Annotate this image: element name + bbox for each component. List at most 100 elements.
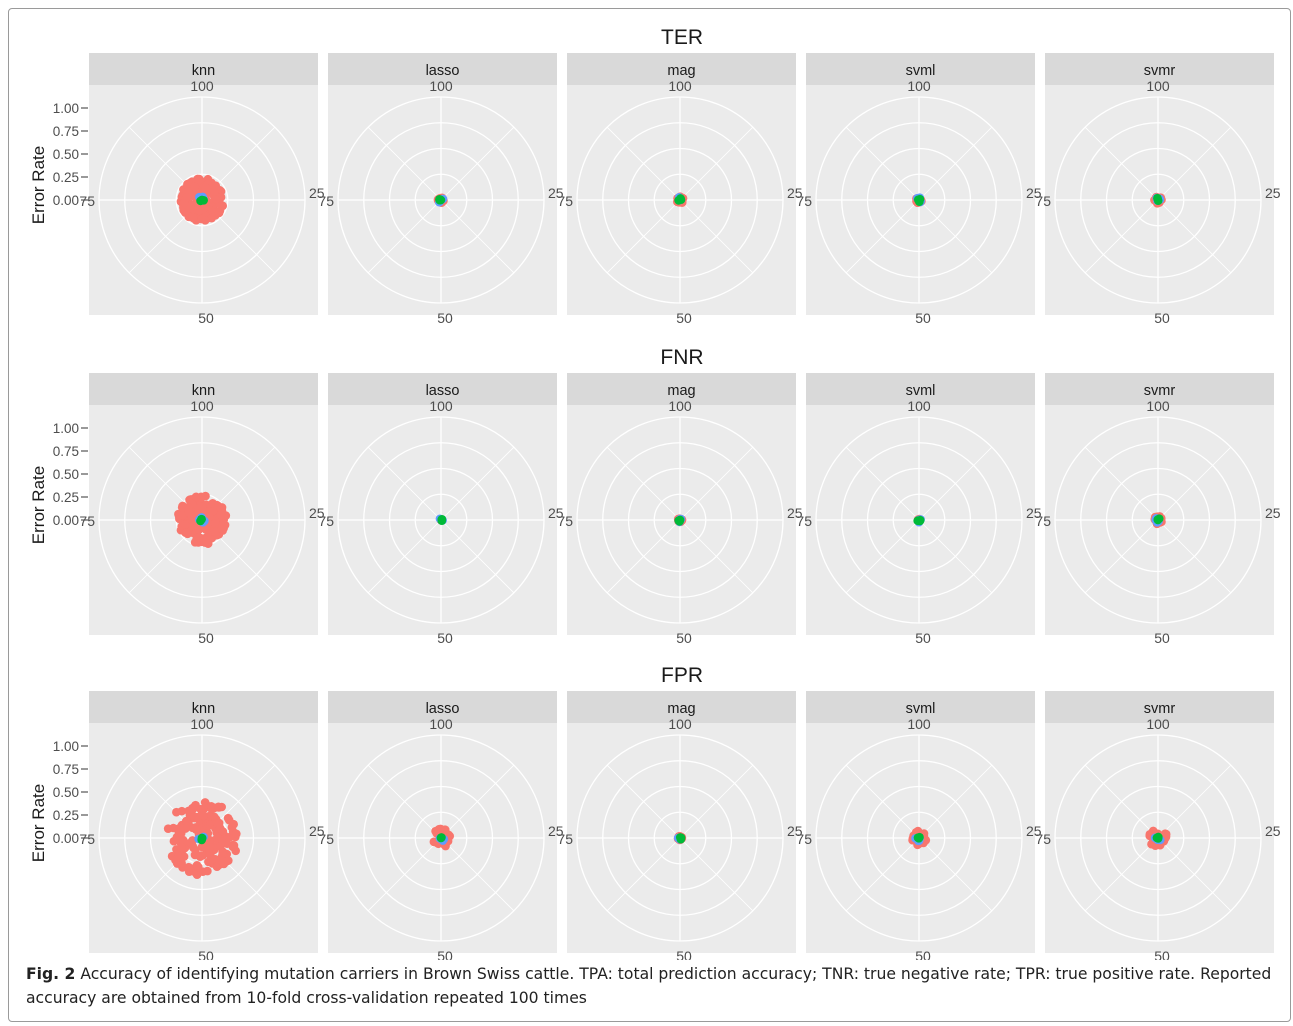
data-point-green [915, 515, 925, 525]
angle-label-left: 75 [796, 193, 812, 209]
polar-grid-spoke [606, 126, 681, 201]
data-point-red [216, 510, 226, 520]
angle-label-left: 75 [796, 513, 812, 529]
polar-grid-spoke [845, 446, 920, 521]
angle-label-bottom: 50 [676, 310, 692, 326]
polar-grid-spoke [1084, 764, 1159, 839]
polar-grid-spoke [679, 199, 754, 274]
data-point-red [188, 213, 198, 223]
polar-grid-spoke [1157, 837, 1232, 912]
data-point-red [182, 527, 191, 537]
polar-grid-spoke [679, 126, 754, 201]
data-point-red [214, 802, 223, 812]
angle-label-bottom: 50 [915, 310, 931, 326]
data-point-red [184, 508, 194, 517]
angle-label-top: 100 [668, 398, 692, 414]
facet-label: mag [667, 701, 695, 717]
facet-strip [806, 691, 1035, 723]
polar-grid-spoke [1157, 446, 1232, 521]
angle-label-bottom: 50 [198, 630, 214, 646]
facet-label: svmr [1144, 701, 1176, 717]
polar-grid-spoke [440, 199, 515, 274]
data-point-red [209, 187, 219, 197]
angle-label-right: 25 [787, 823, 803, 839]
data-point-red [203, 866, 212, 876]
y-tick-label: 0.00 [53, 513, 79, 528]
data-point-red [191, 825, 201, 834]
data-point-red [228, 842, 238, 852]
angle-label-bottom: 50 [437, 310, 453, 326]
facet-label: lasso [426, 383, 460, 399]
facet-strip [806, 53, 1035, 85]
angle-label-right: 25 [787, 505, 803, 521]
data-point-red [224, 856, 233, 865]
y-tick-label: 0.25 [53, 808, 79, 823]
data-point-red [188, 803, 197, 813]
y-axis-label: Error Rate [29, 466, 48, 544]
data-point-red [1148, 826, 1158, 836]
angle-label-top: 100 [668, 78, 692, 94]
facet-label: svmr [1144, 383, 1176, 399]
data-point-red [205, 842, 215, 852]
facet-label: svml [906, 701, 936, 717]
data-point-red [199, 811, 208, 821]
polar-grid-spoke [1157, 764, 1232, 839]
polar-grid-spoke [367, 837, 442, 912]
angle-label-top: 100 [190, 398, 214, 414]
facet-label: knn [192, 63, 215, 79]
facet-strip [806, 373, 1035, 405]
angle-label-left: 75 [318, 831, 334, 847]
angle-label-right: 25 [309, 505, 325, 521]
data-point-red [192, 861, 202, 870]
angle-label-left: 75 [1035, 513, 1051, 529]
data-point-red [211, 527, 220, 537]
y-tick-label: 0.75 [53, 762, 79, 777]
data-point-green [1153, 834, 1163, 843]
angle-label-top: 100 [907, 78, 931, 94]
polar-grid-spoke [367, 446, 442, 521]
data-point-red [211, 195, 221, 204]
angle-label-top: 100 [907, 716, 931, 732]
data-point-red [185, 203, 194, 213]
angle-label-right: 25 [309, 185, 325, 201]
polar-grid-spoke [440, 126, 515, 201]
polar-grid-spoke [918, 126, 993, 201]
data-point-green [435, 195, 444, 204]
facet-strip [328, 53, 557, 85]
polar-grid-spoke [367, 199, 442, 274]
data-point-red [206, 801, 216, 811]
data-point-green [437, 833, 446, 842]
data-point-red [169, 823, 178, 833]
y-tick-label: 0.75 [53, 124, 79, 139]
facet-label: svml [906, 63, 936, 79]
angle-label-bottom: 50 [1154, 948, 1170, 960]
polar-grid-spoke [440, 837, 515, 912]
angle-label-left: 75 [796, 831, 812, 847]
facet-strip [328, 373, 557, 405]
facet-label: knn [192, 383, 215, 399]
angle-label-right: 25 [1265, 185, 1281, 201]
data-point-red [190, 182, 199, 192]
data-point-red [217, 524, 227, 534]
polar-grid-spoke [918, 446, 993, 521]
polar-grid-spoke [845, 126, 920, 201]
data-point-red [177, 842, 186, 852]
facet-label: lasso [426, 63, 460, 79]
data-point-red [203, 539, 213, 548]
polar-grid-spoke [918, 764, 993, 839]
polar-grid-spoke [440, 519, 515, 594]
data-point-red [195, 533, 204, 542]
facet-strip [1045, 373, 1274, 405]
facet-strip [567, 691, 796, 723]
facet-strip [567, 53, 796, 85]
data-point-red [436, 824, 445, 834]
polar-grid-spoke [367, 519, 442, 594]
polar-grid-spoke [606, 837, 681, 912]
data-point-red [181, 816, 191, 826]
polar-grid-spoke [606, 446, 681, 521]
angle-label-bottom: 50 [676, 948, 692, 960]
data-point-green [1153, 515, 1163, 524]
data-point-red [223, 813, 233, 823]
caption-text: Accuracy of identifying mutation carrier… [26, 965, 1272, 1007]
